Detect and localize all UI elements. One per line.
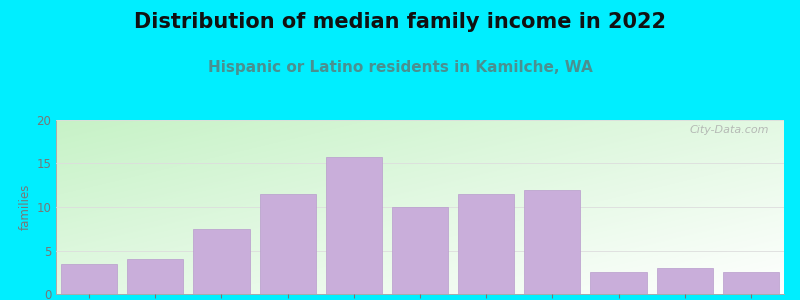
Bar	[458, 194, 514, 294]
Bar	[590, 272, 646, 294]
Text: City-Data.com: City-Data.com	[690, 125, 770, 135]
Bar	[127, 259, 183, 294]
Bar	[61, 263, 118, 294]
Bar	[326, 158, 382, 294]
Text: Distribution of median family income in 2022: Distribution of median family income in …	[134, 12, 666, 32]
Bar	[194, 229, 250, 294]
Bar	[259, 194, 316, 294]
Bar	[524, 190, 581, 294]
Text: Hispanic or Latino residents in Kamilche, WA: Hispanic or Latino residents in Kamilche…	[208, 60, 592, 75]
Bar	[657, 268, 713, 294]
Bar	[392, 207, 448, 294]
Y-axis label: families: families	[19, 184, 32, 230]
Bar	[722, 272, 779, 294]
